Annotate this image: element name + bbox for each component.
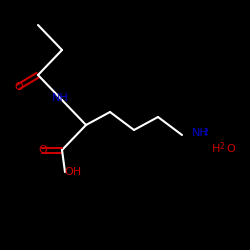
Text: H: H	[212, 144, 220, 154]
Text: O: O	[226, 144, 235, 154]
Text: OH: OH	[64, 167, 82, 177]
Text: O: O	[38, 145, 48, 155]
Text: NH: NH	[192, 128, 209, 138]
Text: NH: NH	[52, 93, 68, 103]
Text: 2: 2	[220, 142, 225, 151]
Text: 2: 2	[204, 128, 209, 137]
Text: O: O	[14, 82, 24, 92]
